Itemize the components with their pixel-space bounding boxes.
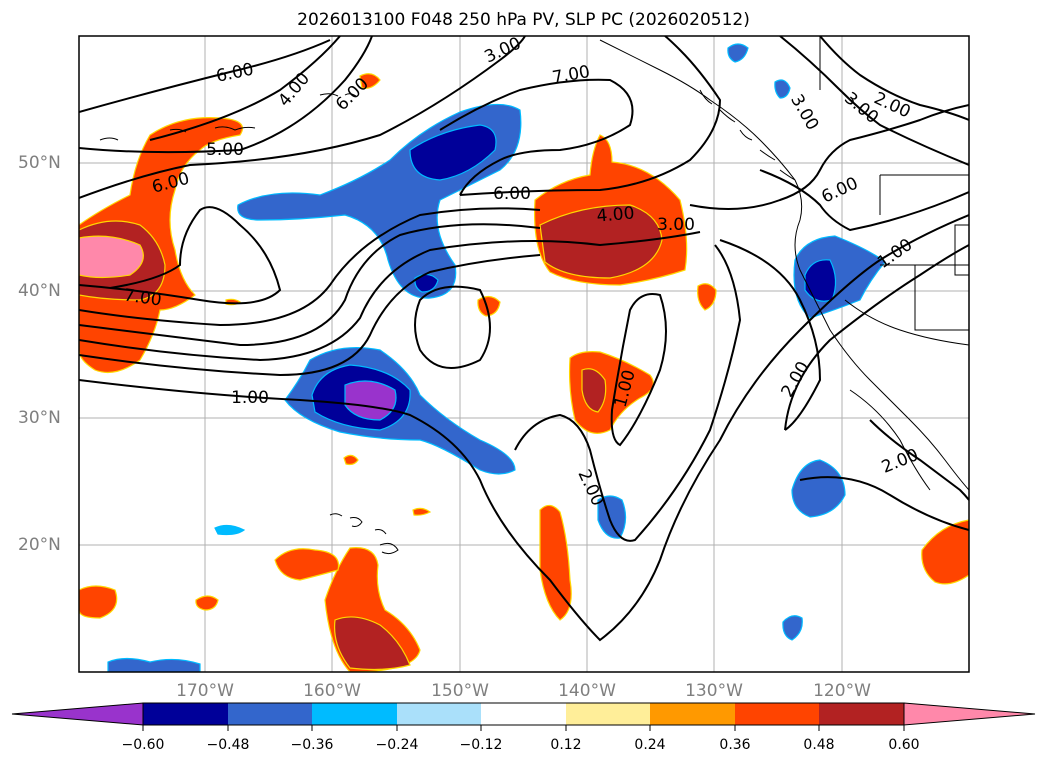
pv-orange-small-4	[343, 454, 359, 466]
contour-label: 3.00	[786, 91, 822, 134]
colorbar-tick-label: −0.60	[121, 737, 165, 753]
colorbar-segment	[312, 703, 397, 725]
colorbar-tick-label: 0.24	[634, 737, 666, 753]
lon-label: 160°W	[303, 681, 361, 701]
lat-label: 30°N	[18, 408, 61, 428]
contour-label: 6.00	[214, 59, 255, 86]
colorbar-segment	[481, 703, 566, 725]
colorbar-extend-right	[903, 702, 1036, 726]
lon-label: 140°W	[558, 681, 616, 701]
lon-label: 120°W	[813, 681, 871, 701]
pv-purple-core	[344, 380, 397, 421]
colorbar-tick-label: −0.36	[290, 737, 334, 753]
pv-orange-sw	[79, 585, 118, 619]
colorbar-segment	[735, 703, 819, 725]
colorbar-tick-label: 0.36	[719, 737, 751, 753]
pv-negative-regions	[107, 43, 886, 672]
contour-label: 4.00	[274, 69, 314, 111]
pv-orange-hawaii-2	[274, 548, 340, 581]
pv-orange-small-6	[412, 507, 432, 516]
contour-label: 6.00	[493, 184, 531, 204]
pv-blue-small-5	[107, 657, 201, 672]
colorbar-tick-label: −0.12	[459, 737, 503, 753]
pv-positive-regions	[79, 73, 969, 672]
pv-orange-small-3	[195, 595, 219, 611]
lon-label: 170°W	[176, 681, 234, 701]
map-title: 2026013100 F048 250 hPa PV, SLP PC (2026…	[297, 10, 750, 30]
pv-pink-west	[79, 235, 144, 279]
contour-label: 3.00	[482, 33, 525, 67]
contour-label: 4.00	[596, 203, 635, 226]
pv-darkblue-core-small	[414, 273, 439, 293]
lon-label: 130°W	[685, 681, 743, 701]
lat-label: 50°N	[18, 153, 61, 173]
coastlines	[99, 36, 969, 555]
contour-label: 3.00	[657, 215, 695, 235]
pv-red-east	[539, 204, 663, 279]
colorbar-tick-label: 0.60	[888, 737, 920, 753]
pv-darkblue-core-north	[409, 124, 497, 181]
contour-label: 6.00	[819, 173, 862, 207]
contour-label: 2.00	[573, 467, 607, 510]
pv-orange-south	[539, 504, 572, 621]
contour-label: 7.00	[551, 62, 592, 88]
colorbar-segment	[566, 703, 650, 725]
colorbar-segment	[650, 703, 735, 725]
slp-contours	[79, 36, 969, 642]
pv-orange-west	[79, 117, 244, 373]
pv-blue-small-2	[727, 43, 749, 63]
pv-orange-se	[921, 519, 969, 585]
pv-orange-small-5	[359, 73, 381, 89]
pv-red-mid	[581, 368, 607, 413]
colorbar-segment	[228, 703, 312, 725]
pv-orange-small-1	[697, 283, 717, 311]
colorbar-tick-label: −0.24	[375, 737, 419, 753]
colorbar-segment	[397, 703, 481, 725]
colorbar-tick-label: −0.48	[206, 737, 250, 753]
lon-label: 150°W	[431, 681, 489, 701]
contour-label: 1.00	[231, 388, 269, 408]
contour-label: 1.00	[874, 235, 916, 273]
colorbar-tick-label: 0.12	[550, 737, 582, 753]
colorbar-extend-left	[11, 702, 144, 726]
lat-label: 40°N	[18, 281, 61, 301]
colorbar-segment	[819, 703, 904, 725]
map-border	[78, 35, 970, 673]
pv-orange-small-2	[477, 295, 501, 317]
colorbar-tick-label: 0.48	[803, 737, 835, 753]
lat-label: 20°N	[18, 535, 61, 555]
colorbar	[11, 702, 1036, 731]
pv-blue-mexico	[791, 459, 846, 518]
colorbar-segment	[143, 703, 228, 725]
pv-blue-small-4	[782, 615, 803, 641]
pv-blue-small-6	[214, 524, 246, 536]
pv-blue-small-3	[774, 79, 791, 99]
pv-red-hawaii	[333, 616, 411, 671]
contour-label: 5.00	[206, 140, 244, 160]
contour-label: 2.00	[879, 445, 922, 478]
